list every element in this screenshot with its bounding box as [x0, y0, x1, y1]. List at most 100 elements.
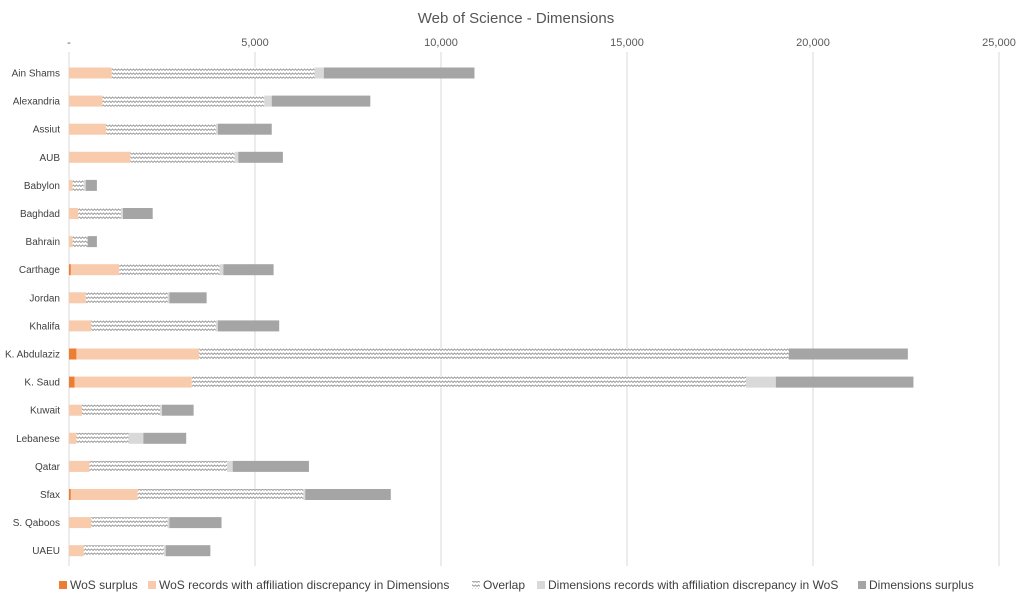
bar-dimensions-records-with-affiliation-discrepancy-in-wos: [215, 320, 218, 332]
bar-dimensions-records-with-affiliation-discrepancy-in-wos: [160, 404, 162, 416]
bar-overlap: [119, 264, 220, 276]
category-label: S. Qaboos: [13, 518, 60, 529]
bar-wos-records-with-affiliation-discrepancy-in-dimensions: [69, 517, 92, 529]
bar-overlap: [89, 460, 228, 472]
bar-wos-surplus: [69, 348, 77, 360]
bars: [69, 67, 914, 557]
bar-wos-records-with-affiliation-discrepancy-in-dimensions: [69, 320, 92, 332]
legend: WoS surplus WoS records with affiliation …: [59, 578, 974, 592]
category-label: Sfax: [40, 490, 60, 501]
bar-dimensions-records-with-affiliation-discrepancy-in-wos: [215, 123, 218, 135]
bar-dimensions-records-with-affiliation-discrepancy-in-wos: [234, 151, 239, 163]
bar-overlap: [137, 489, 304, 500]
legend-swatch: [148, 581, 156, 589]
bar-overlap: [72, 236, 88, 248]
bar-dimensions-surplus: [775, 376, 914, 388]
category-label: Qatar: [35, 462, 61, 473]
x-tick-label: 20,000: [796, 37, 830, 49]
x-tick-label: 5,000: [241, 37, 269, 49]
bar-wos-records-with-affiliation-discrepancy-in-dimensions: [69, 151, 131, 163]
bar-wos-surplus: [69, 264, 71, 276]
category-label: Carthage: [19, 265, 61, 276]
bar-dimensions-records-with-affiliation-discrepancy-in-wos: [163, 545, 166, 557]
bar-wos-records-with-affiliation-discrepancy-in-dimensions: [69, 545, 84, 557]
bar-wos-records-with-affiliation-discrepancy-in-dimensions: [69, 460, 90, 472]
bar-dimensions-surplus: [143, 432, 187, 444]
bar-overlap: [78, 208, 122, 219]
legend-swatch: [537, 581, 545, 589]
bar-wos-surplus: [69, 376, 75, 388]
bar-overlap: [91, 320, 216, 332]
x-axis-ticks: - 5,000 10,000 15,000 20,000 25,000: [67, 37, 1016, 49]
bar-wos-records-with-affiliation-discrepancy-in-dimensions: [69, 95, 103, 107]
legend-label: Overlap: [483, 578, 525, 592]
category-label: AUB: [39, 153, 60, 164]
bar-dimensions-records-with-affiliation-discrepancy-in-wos: [746, 376, 776, 388]
legend-label: Dimensions records with affiliation disc…: [548, 578, 838, 592]
bar-overlap: [83, 545, 164, 557]
category-label: Alexandria: [13, 97, 61, 108]
bar-dimensions-surplus: [232, 460, 309, 472]
x-tick-label: 10,000: [424, 37, 458, 49]
category-label: Babylon: [24, 181, 60, 192]
bar-dimensions-surplus: [162, 404, 194, 416]
category-label: Assiut: [33, 125, 60, 136]
legend-swatch: [59, 581, 67, 589]
bar-dimensions-records-with-affiliation-discrepancy-in-wos: [121, 208, 123, 219]
x-tick-label: 15,000: [610, 37, 644, 49]
bar-dimensions-records-with-affiliation-discrepancy-in-wos: [314, 67, 324, 79]
category-label: K. Abdulaziz: [5, 350, 60, 361]
category-label: Jordan: [29, 293, 60, 304]
bar-dimensions-surplus: [217, 320, 280, 332]
bar-overlap: [91, 517, 168, 529]
bar-overlap: [111, 67, 315, 79]
bar-wos-records-with-affiliation-discrepancy-in-dimensions: [69, 67, 112, 79]
bar-dimensions-records-with-affiliation-discrepancy-in-wos: [83, 179, 86, 191]
category-label: K. Saud: [24, 378, 60, 389]
bar-dimensions-surplus: [122, 208, 153, 219]
category-label: Ain Shams: [12, 69, 60, 80]
bar-dimensions-surplus: [85, 179, 97, 191]
bar-overlap: [130, 151, 235, 163]
category-label: Khalifa: [29, 321, 60, 332]
legend-label: WoS surplus: [70, 578, 138, 592]
bar-dimensions-surplus: [169, 292, 207, 304]
bar-wos-records-with-affiliation-discrepancy-in-dimensions: [69, 404, 83, 416]
category-label: Kuwait: [30, 406, 60, 417]
bar-dimensions-surplus: [788, 348, 908, 360]
bar-dimensions-records-with-affiliation-discrepancy-in-wos: [167, 517, 170, 529]
bar-dimensions-records-with-affiliation-discrepancy-in-wos: [264, 95, 272, 107]
bar-overlap: [82, 404, 161, 416]
bar-wos-records-with-affiliation-discrepancy-in-dimensions: [70, 489, 138, 500]
bar-dimensions-surplus: [305, 489, 391, 500]
category-label: Baghdad: [20, 209, 60, 220]
bar-wos-records-with-affiliation-discrepancy-in-dimensions: [69, 179, 73, 191]
bar-dimensions-surplus: [238, 151, 283, 163]
bar-overlap: [85, 292, 168, 304]
bar-wos-records-with-affiliation-discrepancy-in-dimensions: [70, 264, 120, 276]
bar-wos-records-with-affiliation-discrepancy-in-dimensions: [69, 432, 77, 444]
bar-dimensions-surplus: [323, 67, 475, 79]
bar-overlap: [72, 179, 84, 191]
legend-label: Dimensions surplus: [869, 578, 974, 592]
bar-dimensions-surplus: [223, 264, 274, 276]
bar-dimensions-surplus: [271, 95, 371, 107]
category-label: Lebanese: [16, 434, 60, 445]
x-tick-label: 25,000: [982, 37, 1016, 49]
bar-dimensions-records-with-affiliation-discrepancy-in-wos: [227, 460, 233, 472]
bar-overlap: [102, 95, 265, 107]
bar-dimensions-records-with-affiliation-discrepancy-in-wos: [219, 264, 224, 276]
bar-dimensions-records-with-affiliation-discrepancy-in-wos: [167, 292, 170, 304]
bar-wos-surplus: [69, 489, 71, 500]
bar-overlap: [191, 376, 747, 388]
bar-wos-records-with-affiliation-discrepancy-in-dimensions: [76, 348, 200, 360]
bar-dimensions-surplus: [87, 236, 97, 248]
category-label: Bahrain: [26, 237, 60, 248]
legend-swatch: [858, 581, 866, 589]
bar-wos-records-with-affiliation-discrepancy-in-dimensions: [69, 236, 73, 248]
bar-dimensions-surplus: [217, 123, 272, 135]
x-tick-label: -: [67, 37, 71, 49]
bar-wos-records-with-affiliation-discrepancy-in-dimensions: [74, 376, 192, 388]
